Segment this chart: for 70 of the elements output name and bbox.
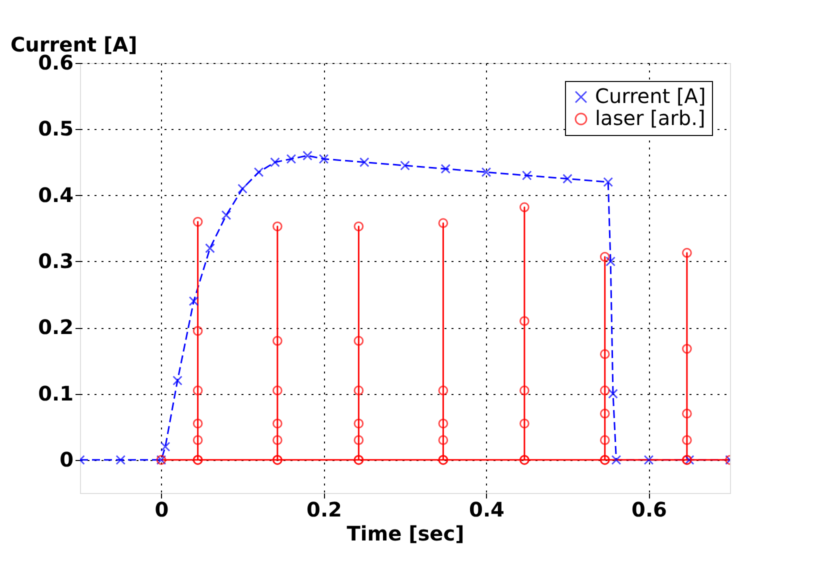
point <box>238 184 248 194</box>
point <box>644 454 654 465</box>
point <box>600 252 610 262</box>
point <box>272 336 282 346</box>
y-tick-label: 0.5 <box>38 116 74 141</box>
point <box>608 388 618 399</box>
point <box>438 218 448 228</box>
point <box>302 150 312 161</box>
point <box>481 167 492 178</box>
y-tick-label: 0.3 <box>38 248 74 273</box>
point <box>354 418 364 428</box>
y-tick-label: 0 <box>60 447 74 472</box>
y-tick-label: 0.6 <box>38 50 74 74</box>
x-tick-label: 0 <box>154 498 169 522</box>
point <box>438 435 448 445</box>
point <box>600 349 610 359</box>
point <box>684 454 694 465</box>
point <box>438 386 448 396</box>
point <box>286 154 296 164</box>
point <box>272 435 282 445</box>
x-axis-title: Time [sec] <box>346 522 464 546</box>
point <box>438 418 448 428</box>
point <box>562 174 572 184</box>
point <box>603 177 614 188</box>
point <box>600 408 610 419</box>
point <box>522 170 532 180</box>
y-tick-label: 0.1 <box>38 381 74 406</box>
x-tick-label: 0.6 <box>632 498 667 522</box>
point <box>440 164 451 174</box>
point <box>192 418 203 428</box>
point <box>682 435 692 445</box>
point <box>205 243 215 254</box>
point <box>318 154 329 164</box>
point <box>172 376 182 386</box>
point <box>192 326 203 336</box>
point <box>272 418 282 428</box>
x-tick-label: 0.2 <box>306 498 342 522</box>
point <box>270 157 280 168</box>
point <box>192 216 203 227</box>
point <box>400 160 410 170</box>
point <box>520 316 530 326</box>
point <box>520 202 530 212</box>
point <box>254 167 264 178</box>
point <box>272 221 282 232</box>
point <box>354 386 364 396</box>
legend-label: laser [arb.] <box>595 106 706 130</box>
point <box>160 442 170 452</box>
point <box>188 296 199 306</box>
point <box>116 454 126 465</box>
point <box>682 344 692 354</box>
point <box>272 386 282 396</box>
legend-label: Current [A] <box>595 84 706 108</box>
y-tick-label: 0.2 <box>38 315 74 340</box>
point <box>600 435 610 445</box>
point <box>520 386 530 396</box>
x-tick-label: 0.4 <box>469 498 504 522</box>
point <box>611 454 622 465</box>
point <box>354 221 364 232</box>
point <box>520 418 530 428</box>
point <box>600 386 610 396</box>
point <box>606 256 616 266</box>
point <box>221 210 232 220</box>
point <box>354 435 364 445</box>
point <box>682 408 692 419</box>
point <box>192 386 203 396</box>
point <box>354 336 364 346</box>
point <box>359 157 370 168</box>
point <box>192 435 203 445</box>
point <box>682 248 692 258</box>
y-tick-label: 0.4 <box>38 182 74 207</box>
